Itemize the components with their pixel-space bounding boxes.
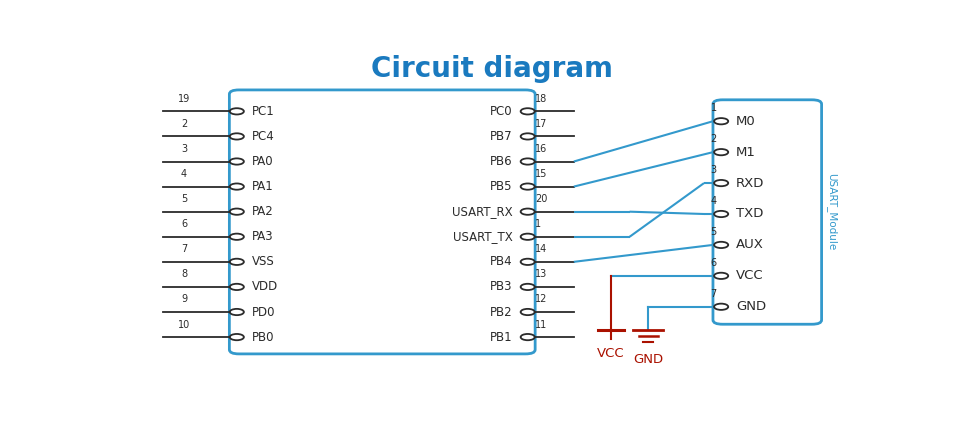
Text: 20: 20 [535, 194, 547, 204]
Text: PA3: PA3 [252, 230, 274, 243]
Text: VDD: VDD [252, 280, 278, 294]
Text: 7: 7 [710, 288, 717, 299]
Text: 19: 19 [178, 94, 190, 104]
Text: 18: 18 [535, 94, 547, 104]
Text: M1: M1 [736, 146, 756, 159]
Text: 15: 15 [535, 169, 547, 179]
Text: 14: 14 [535, 244, 547, 254]
Text: RXD: RXD [736, 177, 764, 190]
Text: Circuit diagram: Circuit diagram [371, 56, 613, 83]
Text: 5: 5 [180, 194, 187, 204]
Text: 3: 3 [180, 144, 187, 154]
Text: TXD: TXD [736, 208, 763, 220]
Text: PB3: PB3 [491, 280, 513, 294]
Text: 3: 3 [710, 165, 717, 175]
Text: 7: 7 [180, 244, 187, 254]
Text: PB2: PB2 [491, 306, 513, 318]
Text: PB6: PB6 [491, 155, 513, 168]
Text: 10: 10 [178, 320, 190, 330]
Text: PB7: PB7 [491, 130, 513, 143]
Text: USART_TX: USART_TX [453, 230, 513, 243]
Text: PD0: PD0 [252, 306, 276, 318]
Text: 6: 6 [180, 219, 187, 229]
Text: 6: 6 [710, 258, 717, 268]
Text: PB4: PB4 [491, 256, 513, 268]
Text: 2: 2 [180, 119, 187, 129]
Text: GND: GND [634, 353, 663, 366]
Text: 12: 12 [535, 294, 547, 304]
Text: 1: 1 [535, 219, 541, 229]
Text: USART_Module: USART_Module [827, 173, 837, 251]
Text: 5: 5 [710, 227, 717, 237]
Text: 8: 8 [180, 269, 187, 279]
Text: PC1: PC1 [252, 105, 275, 118]
Text: PC0: PC0 [491, 105, 513, 118]
Text: 1: 1 [710, 103, 717, 113]
Text: PB1: PB1 [491, 330, 513, 344]
Text: PA0: PA0 [252, 155, 274, 168]
Text: PB5: PB5 [491, 180, 513, 193]
Text: VSS: VSS [252, 256, 275, 268]
Text: GND: GND [736, 300, 766, 313]
Text: PA2: PA2 [252, 205, 274, 218]
Text: VCC: VCC [597, 347, 625, 360]
Text: 2: 2 [710, 134, 717, 144]
Text: PB0: PB0 [252, 330, 275, 344]
Text: 13: 13 [535, 269, 547, 279]
Text: 16: 16 [535, 144, 547, 154]
Text: PA1: PA1 [252, 180, 274, 193]
Text: 11: 11 [535, 320, 547, 330]
Text: M0: M0 [736, 115, 756, 128]
Text: 4: 4 [710, 196, 717, 206]
Text: USART_RX: USART_RX [452, 205, 513, 218]
Text: VCC: VCC [736, 269, 763, 282]
Text: AUX: AUX [736, 238, 764, 251]
Text: 9: 9 [180, 294, 187, 304]
Text: 17: 17 [535, 119, 547, 129]
Text: PC4: PC4 [252, 130, 275, 143]
Text: 4: 4 [180, 169, 187, 179]
